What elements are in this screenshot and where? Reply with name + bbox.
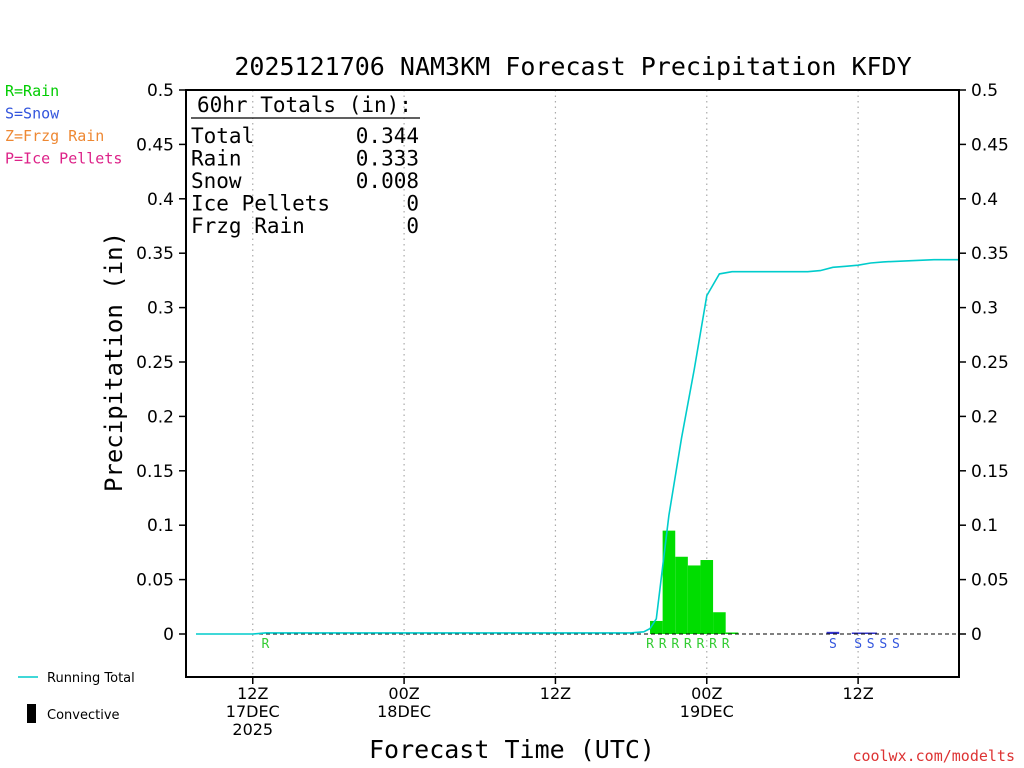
y-tick-label-left: 0.35 bbox=[136, 244, 174, 264]
y-tick-label-right: 0.45 bbox=[971, 135, 1009, 155]
precip-type-marker: S bbox=[829, 637, 837, 652]
totals-row-value: 0 bbox=[406, 192, 419, 216]
y-tick-label-right: 0.1 bbox=[971, 516, 998, 536]
precip-type-marker: R bbox=[261, 637, 269, 652]
totals-row-label: Total bbox=[191, 124, 254, 148]
y-axis-right: 0 0.05 0.1 0.15 0.2 0.25 0.3 0.35 0.4 0.45 0.5 bbox=[959, 81, 1009, 645]
totals-row-label: Snow bbox=[191, 169, 242, 193]
totals-row-label: Rain bbox=[191, 147, 242, 171]
legend-item: R=Rain bbox=[5, 82, 59, 100]
y-tick-label-left: 0.3 bbox=[147, 299, 174, 319]
credit-text: coolwx.com/modelts bbox=[852, 747, 1015, 765]
precip-type-marker: S bbox=[854, 637, 862, 652]
y-axis-left: 0 0.05 0.1 0.15 0.2 0.25 0.3 0.35 0.4 0.45 0.5 bbox=[136, 81, 186, 645]
precip-type-legend: R=Rain S=Snow Z=Frzg Rain P=Ice Pellets bbox=[5, 82, 122, 168]
precip-type-marker: S bbox=[867, 637, 875, 652]
y-tick-label-right: 0.2 bbox=[971, 407, 998, 427]
x-tick-label: 00Z bbox=[691, 684, 722, 703]
x-tick-label: 12Z bbox=[540, 684, 571, 703]
y-tick-label-left: 0.05 bbox=[136, 571, 174, 591]
y-tick-label-right: 0.3 bbox=[971, 299, 998, 319]
precip-type-marker: R bbox=[671, 637, 679, 652]
precip-bar bbox=[700, 560, 714, 634]
y-tick-label-right: 0.5 bbox=[971, 81, 998, 101]
x-tick-label: 00Z bbox=[388, 684, 419, 703]
running-total-line bbox=[196, 258, 959, 635]
totals-row-value: 0.333 bbox=[356, 147, 419, 171]
convective-legend-label: Convective bbox=[47, 708, 120, 723]
y-tick-label-right: 0.25 bbox=[971, 353, 1009, 373]
precip-type-marker: R bbox=[697, 637, 705, 652]
x-tick-label: 12Z bbox=[237, 684, 268, 703]
y-tick-label-left: 0.5 bbox=[147, 81, 174, 101]
precip-bar bbox=[864, 632, 878, 634]
precip-bars bbox=[650, 530, 878, 634]
legend-item: S=Snow bbox=[5, 105, 60, 123]
bottom-legend: Running Total Convective bbox=[18, 671, 135, 723]
precip-type-marker: S bbox=[879, 637, 887, 652]
convective-legend-swatch bbox=[27, 704, 36, 723]
precip-bar bbox=[650, 620, 663, 634]
x-axis-label: Forecast Time (UTC) bbox=[369, 735, 655, 764]
running-total-series bbox=[196, 258, 959, 635]
x-tick-label: 2025 bbox=[232, 720, 273, 739]
precip-bar bbox=[713, 612, 726, 634]
x-tick-label: 19DEC bbox=[680, 702, 734, 721]
precip-type-marker: R bbox=[709, 637, 717, 652]
totals-row-label: Ice Pellets bbox=[191, 192, 330, 216]
y-tick-label-left: 0.1 bbox=[147, 516, 174, 536]
totals-row-label: Frzg Rain bbox=[191, 214, 305, 238]
precip-type-marker: R bbox=[659, 637, 667, 652]
precip-bar bbox=[725, 632, 739, 634]
y-tick-label-right: 0.4 bbox=[971, 190, 998, 210]
running-total-legend-label: Running Total bbox=[47, 671, 135, 686]
legend-item: Z=Frzg Rain bbox=[5, 127, 104, 145]
y-tick-label-right: 0 bbox=[971, 625, 982, 645]
precip-bar bbox=[675, 556, 688, 634]
totals-heading: 60hr Totals (in): bbox=[197, 93, 412, 117]
y-tick-label-left: 0.4 bbox=[147, 190, 174, 210]
plot-frame bbox=[185, 89, 960, 678]
y-tick-label-right: 0.05 bbox=[971, 571, 1009, 591]
precip-type-marker: S bbox=[892, 637, 900, 652]
y-tick-label-left: 0.45 bbox=[136, 135, 174, 155]
y-tick-label-left: 0.2 bbox=[147, 407, 174, 427]
totals-row-value: 0.344 bbox=[356, 124, 419, 148]
x-tick-label: 18DEC bbox=[377, 702, 431, 721]
precip-type-marker: R bbox=[722, 637, 730, 652]
totals-row-value: 0.008 bbox=[356, 169, 419, 193]
x-tick-label: 17DEC bbox=[226, 702, 280, 721]
precip-type-marker: R bbox=[646, 637, 654, 652]
precip-type-marker: R bbox=[684, 637, 692, 652]
y-tick-label-right: 0.35 bbox=[971, 244, 1009, 264]
precip-bar bbox=[851, 632, 865, 634]
grid-lines bbox=[252, 90, 859, 677]
totals-box: 60hr Totals (in): Total 0.344 Rain 0.333 Snow… bbox=[191, 93, 420, 238]
precip-bar bbox=[826, 631, 840, 634]
precip-bar bbox=[662, 530, 676, 634]
chart-title: 2025121706 NAM3KM Forecast Precipitation… bbox=[234, 52, 911, 81]
y-axis-label: Precipitation (in) bbox=[100, 232, 128, 492]
y-tick-label-left: 0.15 bbox=[136, 462, 174, 482]
x-tick-label: 12Z bbox=[842, 684, 873, 703]
precip-bar bbox=[687, 565, 701, 634]
y-tick-label-left: 0.25 bbox=[136, 353, 174, 373]
legend-item: P=Ice Pellets bbox=[5, 150, 122, 168]
y-tick-label-right: 0.15 bbox=[971, 462, 1009, 482]
y-tick-label-left: 0 bbox=[163, 625, 174, 645]
totals-row-value: 0 bbox=[406, 214, 419, 238]
